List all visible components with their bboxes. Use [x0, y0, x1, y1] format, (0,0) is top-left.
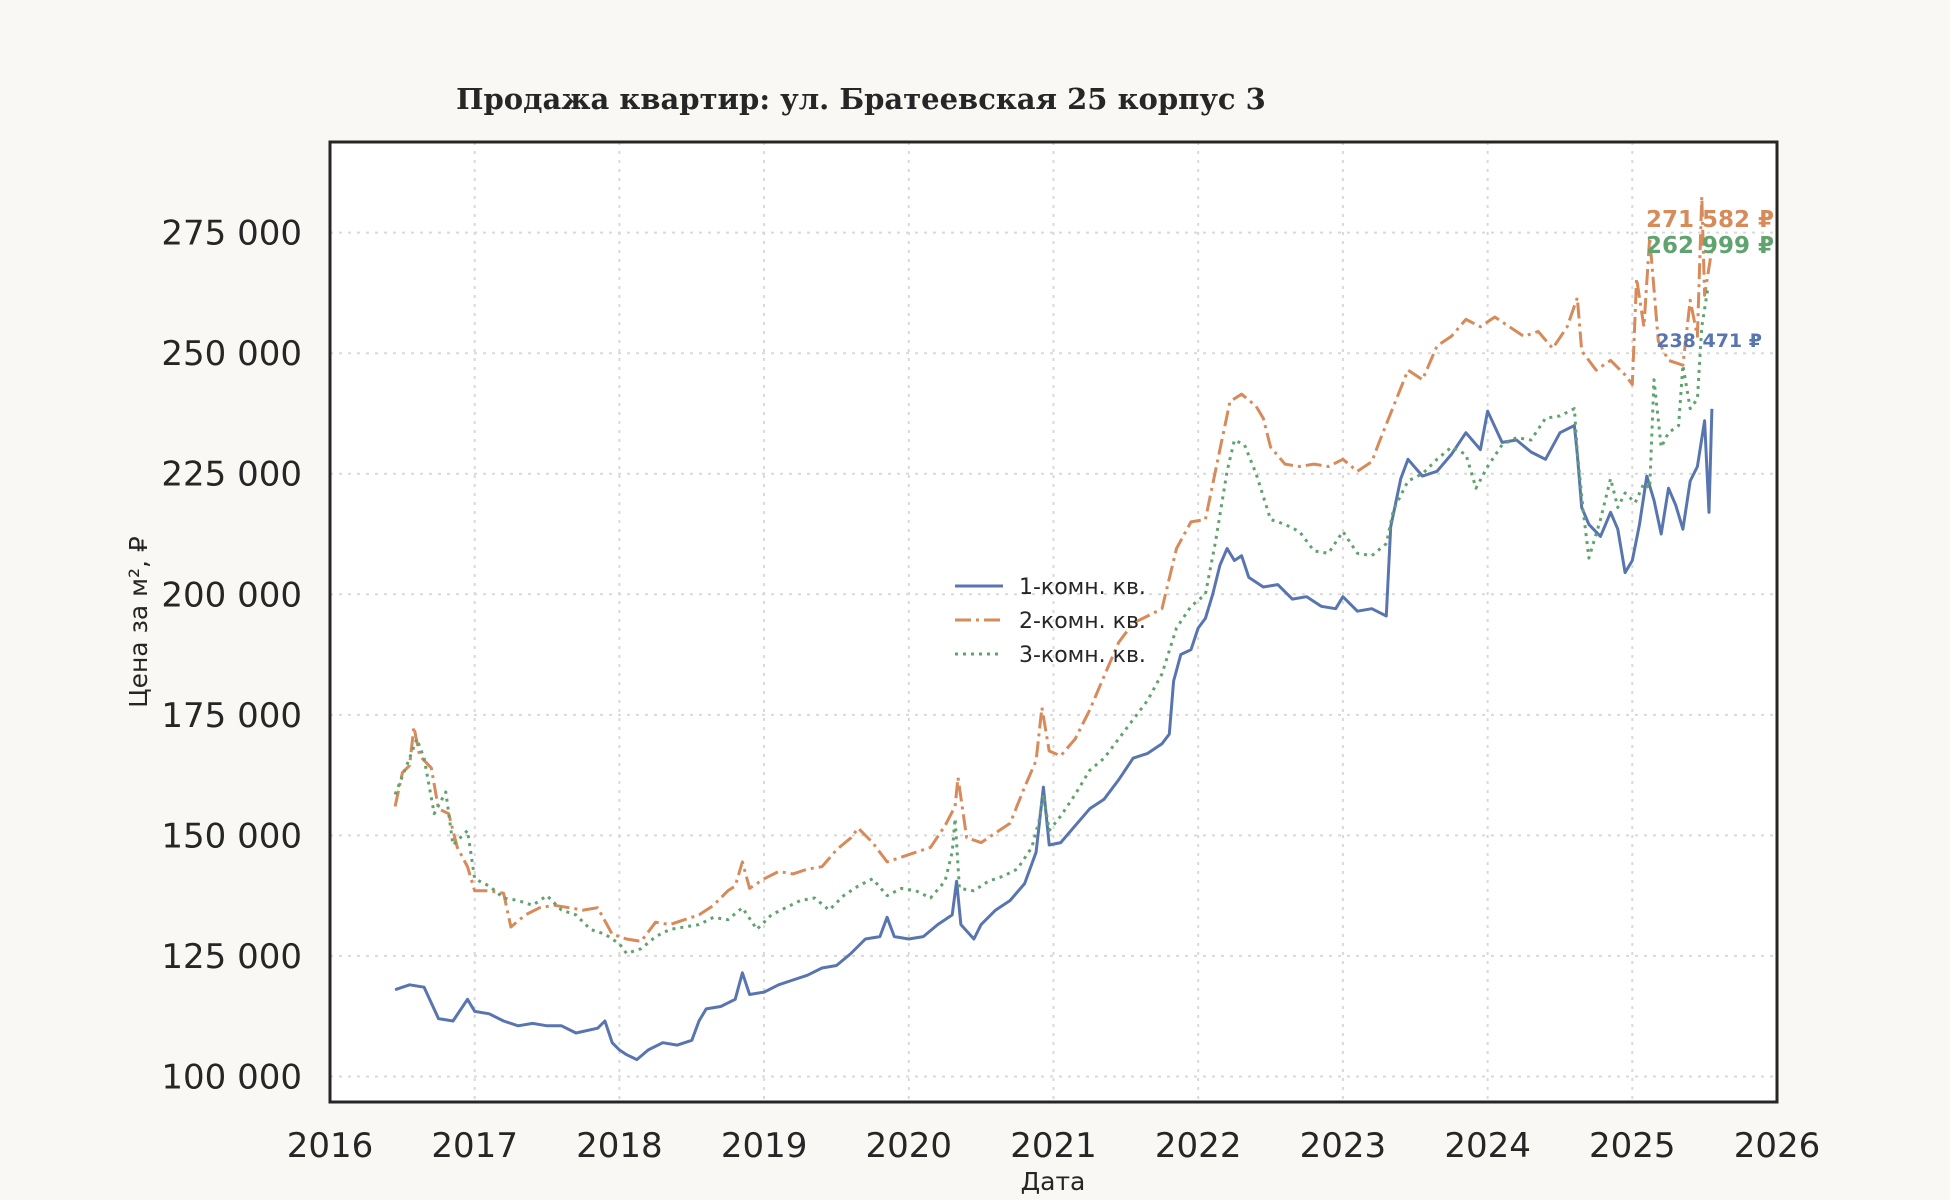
x-tick-label: 2017: [431, 1126, 518, 1166]
last-value-label-3: 262 999 ₽: [1646, 233, 1774, 259]
x-axis-ticks: 2016 2017 2018 2019 2020 2021 2022 2023 2024 2025…: [287, 1126, 1821, 1166]
x-tick-label: 2023: [1300, 1126, 1387, 1166]
series-line-2: [393, 195, 1714, 943]
x-tick-label: 2018: [576, 1126, 663, 1166]
series-lines: [393, 195, 1714, 1062]
legend: 1-комн. кв. 2-комн. кв. 3-комн. кв.: [955, 575, 1146, 668]
x-axis-label: Дата: [1021, 1167, 1086, 1196]
y-tick-label: 125 000: [161, 937, 302, 977]
x-tick-label: 2020: [866, 1126, 953, 1166]
y-axis-label: Цена за м², ₽: [124, 536, 153, 708]
y-tick-label: 175 000: [161, 696, 302, 736]
last-value-label-2: 271 582 ₽: [1646, 207, 1774, 233]
x-tick-label: 2024: [1444, 1126, 1531, 1166]
legend-label-2: 2-комн. кв.: [1019, 609, 1146, 634]
y-tick-label: 100 000: [161, 1057, 302, 1097]
y-tick-label: 275 000: [161, 214, 302, 254]
y-axis-ticks: 100 000 125 000 150 000 175 000 200 000 225 0…: [161, 214, 302, 1098]
grid-lines: [330, 142, 1777, 1102]
y-tick-label: 150 000: [161, 816, 302, 856]
x-tick-label: 2019: [721, 1126, 808, 1166]
x-tick-label: 2021: [1010, 1126, 1097, 1166]
x-tick-label: 2026: [1734, 1126, 1821, 1166]
chart-title: Продажа квартир: ул. Братеевская 25 корп…: [456, 82, 1266, 116]
x-tick-label: 2022: [1155, 1126, 1242, 1166]
y-tick-label: 200 000: [161, 575, 302, 615]
x-tick-label: 2016: [287, 1126, 374, 1166]
last-value-labels: 238 471 ₽ 271 582 ₽262 999 ₽: [1646, 207, 1774, 352]
last-value-label-1: 238 471 ₽: [1656, 330, 1762, 352]
series-line-3: [393, 290, 1709, 955]
plot-frame: [328, 140, 1779, 1104]
y-tick-label: 250 000: [161, 334, 302, 374]
legend-label-1: 1-комн. кв.: [1019, 575, 1146, 600]
legend-label-3: 3-комн. кв.: [1019, 643, 1146, 668]
x-tick-label: 2025: [1589, 1126, 1676, 1166]
y-tick-label: 225 000: [161, 455, 302, 495]
